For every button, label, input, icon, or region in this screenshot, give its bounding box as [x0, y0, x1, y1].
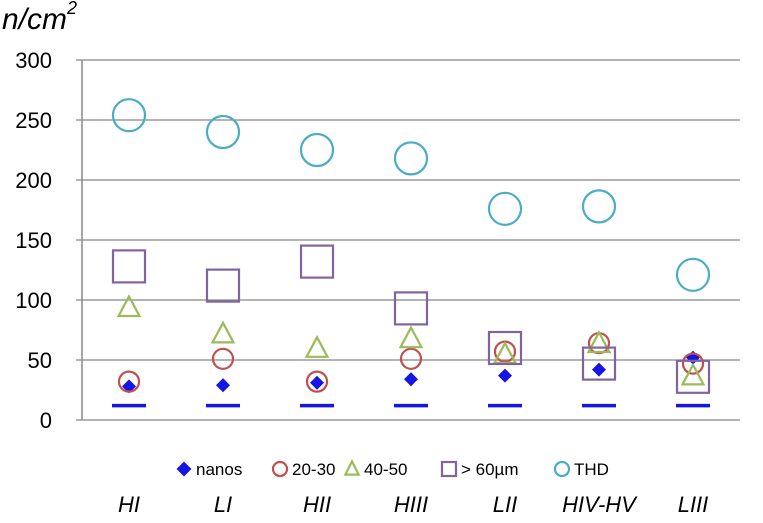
grid-lines	[76, 59, 740, 421]
legend-label: THD	[574, 460, 609, 479]
data-point-60m	[487, 330, 523, 366]
legend-label: 20-30	[292, 460, 335, 479]
data-point-thd	[675, 257, 711, 292]
data-point-thd	[393, 141, 429, 176]
x-tick-labels: HI LI HII HIII LII HIV-HV LIII	[118, 492, 708, 517]
data-point-thd	[111, 98, 147, 133]
x-tick-label: HIV-HV	[562, 492, 638, 517]
data-point-thd	[205, 114, 241, 150]
x-tick-label: HI	[118, 492, 140, 517]
data-point-thd	[299, 132, 335, 168]
x-tick-label: LII	[493, 492, 517, 517]
data-point-4050	[680, 362, 706, 386]
data-point-60m	[205, 268, 241, 303]
data-point-60m	[675, 359, 711, 394]
data-point-60m	[299, 244, 335, 279]
legend: nanos 20-30 40-50 > 60µm THD	[176, 458, 609, 479]
data-point-4050	[586, 330, 612, 354]
x-tick-label: LIII	[678, 492, 709, 517]
data-point-nanos	[497, 368, 513, 383]
data-series	[111, 98, 711, 394]
legend-label: nanos	[196, 460, 242, 479]
data-point-nanos	[591, 362, 607, 377]
data-point-4050	[210, 320, 236, 344]
x-tick-label: LI	[214, 492, 232, 517]
legend-marker	[440, 460, 458, 478]
y-axis-unit-label: n/cm2	[2, 0, 78, 36]
data-point-nanos	[215, 378, 231, 393]
y-tick-label: 0	[40, 408, 52, 433]
y-tick-label: 50	[28, 348, 52, 373]
x-tick-label: HIII	[394, 492, 428, 517]
y-tick-label: 200	[15, 168, 52, 193]
data-point-4050	[116, 294, 142, 318]
data-point-4050	[398, 325, 424, 349]
data-point-nanos	[309, 375, 325, 390]
y-tick-label: 300	[15, 48, 52, 73]
data-point-thd	[487, 191, 523, 226]
y-tick-labels: 0 50 100 150 200 250 300	[15, 48, 52, 433]
data-point-nanos	[121, 379, 137, 394]
data-point-2030	[211, 347, 235, 370]
data-point-thd	[581, 189, 617, 224]
data-point-60m	[393, 291, 429, 326]
data-point-2030	[305, 370, 329, 393]
data-point-2030	[399, 347, 423, 370]
legend-marker	[553, 460, 571, 478]
data-point-2030	[117, 370, 141, 393]
data-point-4050	[304, 334, 330, 358]
data-point-60m	[581, 346, 617, 381]
data-point-nanos	[403, 372, 419, 387]
data-point-60m	[111, 249, 147, 284]
y-tick-label: 250	[15, 108, 52, 133]
x-tick-label: HII	[303, 492, 331, 517]
legend-marker	[343, 458, 361, 476]
y-tick-label: 100	[15, 288, 52, 313]
legend-marker	[271, 460, 289, 478]
legend-label: 40-50	[364, 460, 407, 479]
data-point-4050	[492, 340, 518, 364]
legend-label: > 60µm	[461, 460, 519, 479]
data-point-2030	[681, 352, 705, 375]
y-tick-label: 150	[15, 228, 52, 253]
legend-marker	[176, 461, 192, 477]
